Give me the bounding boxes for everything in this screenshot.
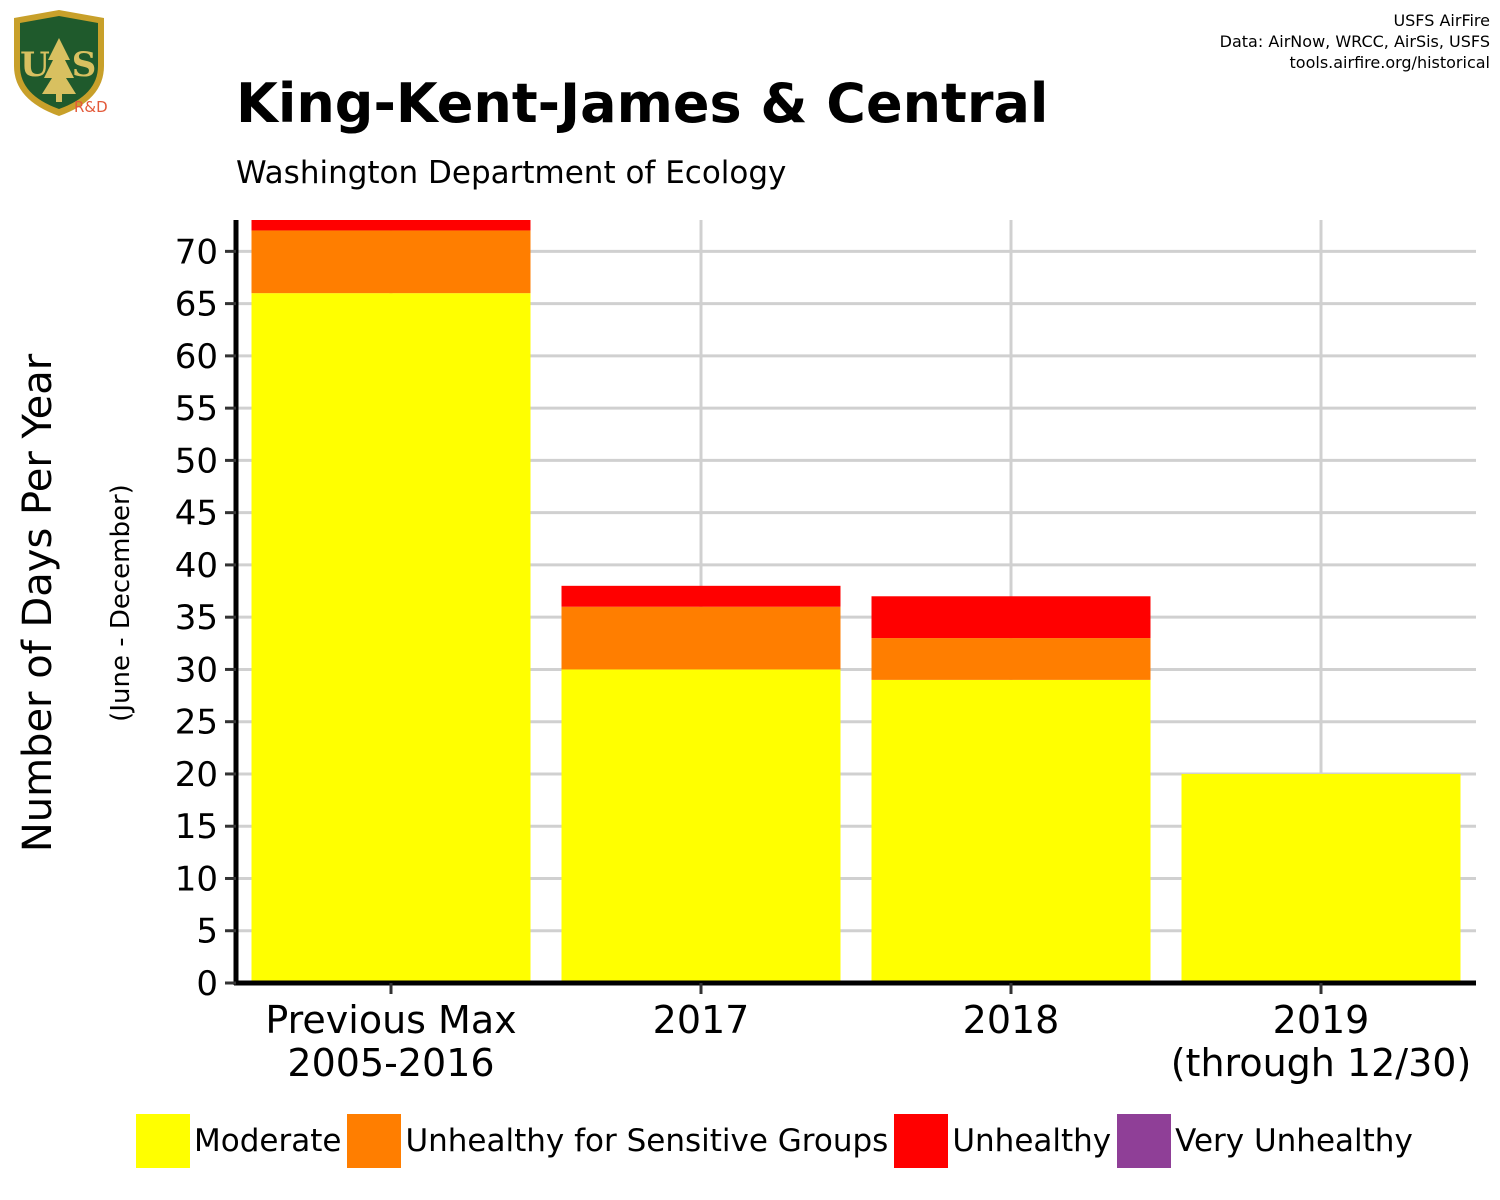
y-tick-label: 60: [175, 337, 218, 377]
legend-item: Very Unhealthy: [1117, 1114, 1413, 1168]
legend-swatch: [347, 1114, 402, 1168]
x-tick-label: 2017: [653, 998, 750, 1042]
legend: Moderate Unhealthy for Sensitive Groups Un…: [136, 1114, 1419, 1168]
credit-line-3: tools.airfire.org/historical: [1289, 53, 1490, 72]
legend-swatch: [1117, 1114, 1172, 1168]
x-tick-label: 2005-2016: [287, 1041, 494, 1085]
y-tick-label: 50: [175, 441, 218, 481]
y-tick-label: 5: [196, 912, 218, 952]
legend-label: Very Unhealthy: [1175, 1123, 1413, 1159]
credits: USFS AirFire Data: AirNow, WRCC, AirSis,…: [1220, 10, 1490, 73]
x-tick-label: 2019: [1273, 998, 1370, 1042]
x-tick-label: 2018: [963, 998, 1060, 1042]
y-tick-label: 10: [175, 859, 218, 899]
y-tick-label: 45: [175, 494, 218, 534]
bar-segment: [561, 606, 841, 670]
bar-segment: [871, 638, 1151, 680]
chart-title: King-Kent-James & Central: [236, 72, 1049, 135]
y-tick-label: 65: [175, 285, 218, 325]
legend-label: Moderate: [194, 1123, 342, 1159]
y-tick-label: 20: [175, 755, 218, 795]
svg-text:S: S: [72, 45, 97, 85]
bar-segment: [1181, 773, 1461, 983]
legend-swatch: [136, 1114, 190, 1168]
bar-segment: [871, 679, 1151, 983]
logo-badge: R&D: [74, 98, 108, 116]
y-tick-label: 70: [175, 232, 218, 272]
x-tick-label: (through 12/30): [1171, 1041, 1472, 1085]
y-tick-label: 35: [175, 598, 218, 638]
legend-item: Unhealthy: [894, 1114, 1111, 1168]
legend-swatch: [894, 1114, 949, 1168]
y-tick-label: 0: [196, 964, 218, 1004]
y-tick-label: 15: [175, 807, 218, 847]
chart-subtitle: Washington Department of Ecology: [236, 155, 787, 191]
bar-segment: [871, 596, 1151, 639]
bar-segment: [251, 293, 531, 983]
credit-line-2: Data: AirNow, WRCC, AirSis, USFS: [1219, 32, 1490, 51]
y-tick-label: 30: [175, 650, 218, 690]
svg-text:U: U: [20, 45, 50, 85]
bar-segment: [561, 669, 841, 983]
bar-segment: [561, 585, 841, 607]
y-tick-label: 55: [175, 389, 218, 429]
bar-segment: [251, 230, 531, 294]
credit-line-1: USFS AirFire: [1393, 11, 1490, 30]
forest-service-shield-icon: U S: [14, 10, 104, 116]
bar-segment: [251, 220, 531, 231]
y-tick-label: 25: [175, 703, 218, 743]
legend-item: Unhealthy for Sensitive Groups: [347, 1114, 888, 1168]
y-tick-label: 40: [175, 546, 218, 586]
legend-item: Moderate: [136, 1114, 341, 1168]
x-tick-label: Previous Max: [265, 998, 516, 1042]
legend-label: Unhealthy: [952, 1123, 1112, 1159]
legend-label: Unhealthy for Sensitive Groups: [405, 1123, 889, 1159]
